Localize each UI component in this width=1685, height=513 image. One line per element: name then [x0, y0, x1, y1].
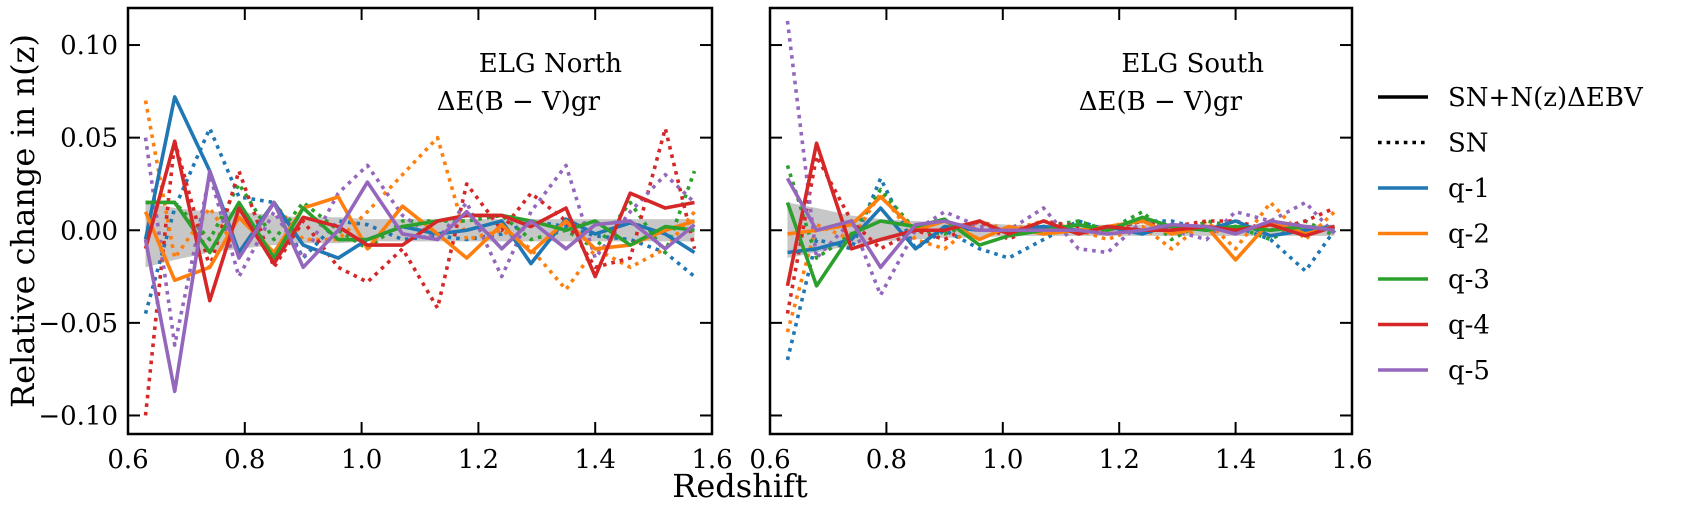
plot-frame-right: [768, 6, 1354, 436]
y-tick-label: 0.10: [60, 31, 118, 61]
series-line-q-4-solid: [785, 141, 1336, 287]
panel-elg-north: 0.6 0.8 1.0 1.2 1.4 1.6 −0.10 −0.05 0.00 0.05 0.10…: [38, 6, 733, 475]
y-tick-label: 0.00: [60, 216, 118, 246]
y-tick-label: 0.05: [60, 124, 118, 154]
legend-label-q-5: q-5: [1448, 356, 1490, 386]
y-tick-label: −0.10: [38, 401, 118, 431]
legend-label-q-3: q-3: [1448, 265, 1490, 295]
plot-frame-left: [126, 6, 714, 436]
x-tick-label: 0.6: [749, 445, 790, 475]
x-tick-label: 1.6: [691, 445, 732, 475]
series-line-q-4-dotted: [785, 154, 1336, 314]
x-tick-label: 0.8: [224, 445, 265, 475]
x-tick-label: 0.6: [107, 445, 148, 475]
series-line-q-5-solid: [143, 169, 696, 394]
y-tick-label: −0.05: [38, 309, 118, 339]
legend-label-dotted: SN: [1448, 129, 1489, 159]
x-tick-label: 1.2: [1099, 445, 1140, 475]
x-tick-label: 1.0: [341, 445, 382, 475]
x-tick-label: 0.8: [866, 445, 907, 475]
panel-subtitle-right: ΔE(B − V)gr: [1079, 87, 1243, 117]
series-line-q-4-solid: [143, 139, 695, 303]
x-axis-title: Redshift: [672, 467, 808, 505]
series-line-q-2-dotted: [143, 100, 696, 292]
y-axis-title: Relative change in n(z): [4, 34, 42, 408]
legend-label-q-2: q-2: [1448, 220, 1490, 250]
series-line-q-5-solid: [785, 177, 1335, 270]
legend-label-q-4: q-4: [1448, 311, 1490, 341]
panel-title-right: ELG South: [1121, 49, 1264, 79]
x-tick-label: 1.0: [982, 445, 1023, 475]
x-tick-label: 1.4: [575, 445, 616, 475]
panel-title-left: ELG North: [479, 49, 623, 79]
legend-label-solid: SN+N(z)ΔEBV: [1448, 83, 1644, 113]
series-line-q-4-dotted: [143, 126, 697, 416]
x-tick-label: 1.6: [1331, 445, 1372, 475]
series-line-q-2-dotted: [785, 191, 1336, 333]
x-tick-label: 1.4: [1215, 445, 1256, 475]
panel-subtitle-left: ΔE(B − V)gr: [437, 87, 601, 117]
legend-label-q-1: q-1: [1448, 174, 1490, 204]
x-tick-label: 1.2: [458, 445, 499, 475]
legend: SN+N(z)ΔEBV SN q-1 q-2 q-3 q-4 q-5: [1378, 83, 1644, 386]
series-line-q-2-solid: [787, 195, 1335, 262]
panel-elg-south: 0.6 0.8 1.0 1.2 1.4 1.6 ELG South ΔE(B − V)gr: [749, 6, 1373, 475]
